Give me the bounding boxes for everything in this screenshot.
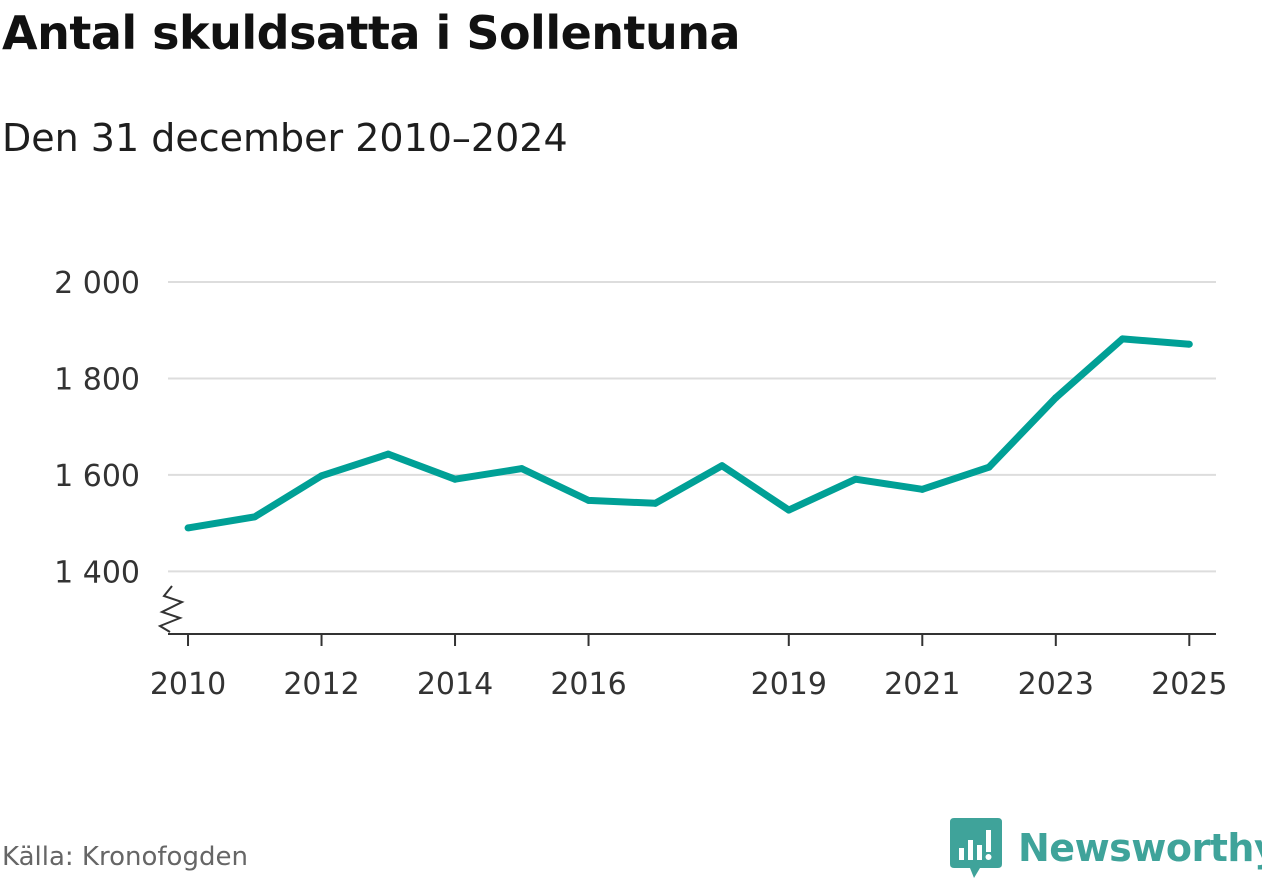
data-point (718, 462, 726, 470)
y-tick-label: 2 000 (54, 266, 140, 301)
y-axis-break-icon (157, 585, 185, 633)
x-tick-label: 2025 (1151, 667, 1227, 702)
data-point (451, 475, 459, 483)
y-tick-label: 1 400 (54, 555, 140, 590)
data-point (1119, 335, 1127, 343)
grid-lines (168, 281, 1216, 573)
data-point (518, 465, 526, 473)
newsworthy-logo-icon (950, 818, 1002, 878)
data-point (251, 513, 259, 521)
series-layer (184, 335, 1193, 532)
x-tick-label: 2019 (751, 667, 827, 702)
x-tick-label: 2014 (417, 667, 493, 702)
x-tick-label: 2021 (884, 667, 960, 702)
x-tick-label: 2016 (550, 667, 626, 702)
data-point (585, 496, 593, 504)
data-point (852, 475, 860, 483)
data-point (384, 450, 392, 458)
series-line (187, 335, 1190, 532)
data-point (918, 485, 926, 493)
y-tick-label: 1 600 (54, 459, 140, 494)
x-tick-label: 2012 (283, 667, 359, 702)
data-point (184, 524, 192, 532)
data-point (651, 499, 659, 507)
chart-title: Antal skuldsatta i Sollentuna (2, 6, 741, 60)
tick-labels: 1 400 1 600 1 800 2 000 2010 2012 2014 2016 2019… (54, 266, 1227, 702)
x-tick-label: 2023 (1018, 667, 1094, 702)
axes (157, 585, 1216, 646)
y-tick-label: 1 800 (54, 362, 140, 397)
data-point (785, 506, 793, 514)
data-point (985, 463, 993, 471)
chart-subtitle: Den 31 december 2010–2024 (2, 116, 568, 160)
brand-name: Newsworthy (1018, 826, 1262, 870)
data-point (1185, 340, 1193, 348)
data-point (1052, 394, 1060, 402)
data-point (318, 472, 326, 480)
line-chart: 1 400 1 600 1 800 2 000 2010 2012 2014 2016 2019… (54, 266, 1227, 702)
brand-logo-block: Newsworthy (950, 818, 1262, 878)
x-tick-label: 2010 (150, 667, 226, 702)
source-note: Källa: Kronofogden (2, 842, 248, 872)
